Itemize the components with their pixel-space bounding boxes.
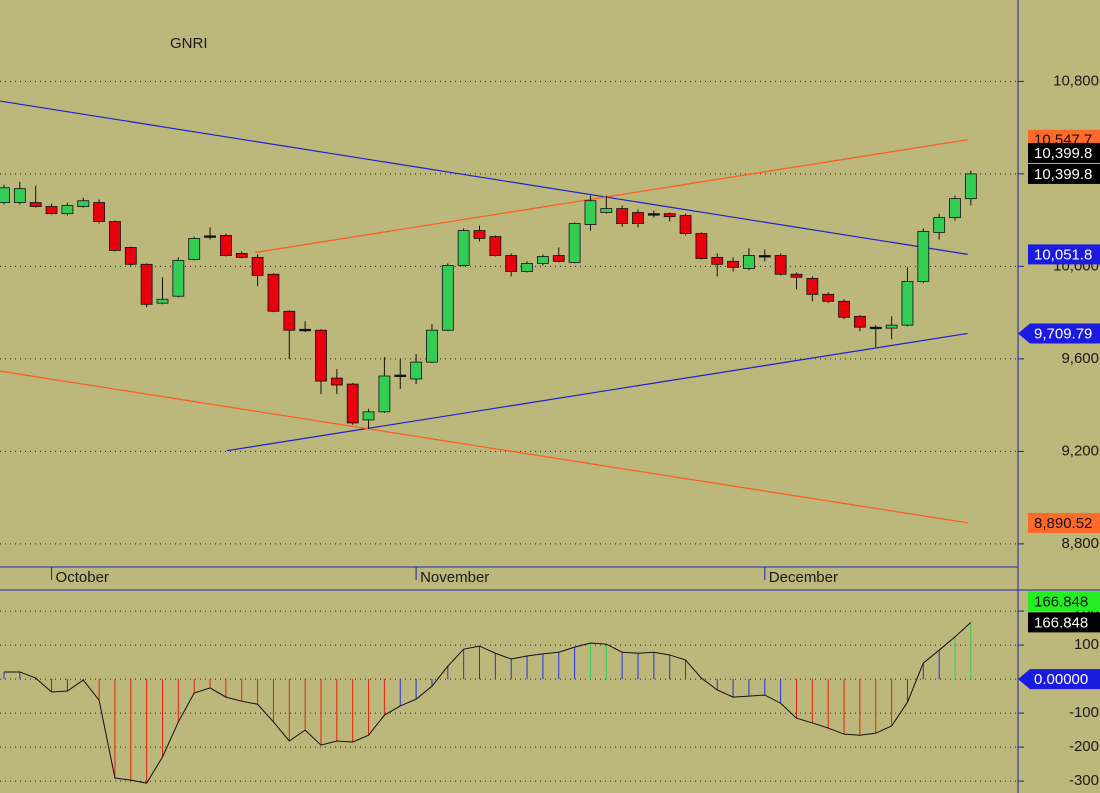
y-tick-label: 9,600 xyxy=(1061,350,1099,367)
y-tick-label: -300 xyxy=(1069,772,1099,789)
candle-body xyxy=(584,200,597,225)
y-tick-label: -100 xyxy=(1069,704,1099,721)
candle-body xyxy=(869,326,882,330)
candle-body xyxy=(299,328,312,332)
candle-body xyxy=(283,310,296,331)
price-marker xyxy=(1028,163,1100,184)
candle-body xyxy=(109,221,121,251)
candle-body xyxy=(933,217,946,233)
candle-body xyxy=(219,235,232,256)
trend-line xyxy=(0,370,968,524)
candle-body xyxy=(330,377,343,386)
price-marker-label: 166.848 xyxy=(1034,614,1088,631)
oscillator-line xyxy=(4,621,972,784)
candle-body xyxy=(77,200,90,207)
candle-body xyxy=(267,273,280,312)
candle-body xyxy=(552,255,565,262)
price-marker xyxy=(1028,612,1100,633)
candle-body xyxy=(505,255,518,272)
y-tick-label: 9,200 xyxy=(1061,442,1099,459)
candle-body xyxy=(410,361,423,380)
trend-line xyxy=(0,100,968,255)
candle-body xyxy=(568,223,581,263)
x-tick-label: December xyxy=(769,569,838,586)
candle-body xyxy=(695,233,708,259)
candle-body xyxy=(362,411,375,421)
trend-line xyxy=(254,139,968,254)
y-tick-label: 10,800 xyxy=(1053,72,1099,89)
candle-body xyxy=(473,230,486,239)
y-tick-label: 8,800 xyxy=(1061,535,1099,552)
candle-body xyxy=(124,247,137,265)
candle-body xyxy=(251,256,264,276)
candle-body xyxy=(616,208,629,225)
x-tick-label: October xyxy=(56,569,109,586)
candle-body xyxy=(758,255,771,258)
candle-body xyxy=(315,329,327,382)
candle-body xyxy=(0,187,10,203)
candle-body xyxy=(29,202,42,207)
candle-body xyxy=(235,253,248,258)
candle-body xyxy=(93,202,105,222)
candle-body xyxy=(394,374,407,377)
candle-body xyxy=(917,231,930,282)
candle-body xyxy=(61,205,74,215)
candle-body xyxy=(457,230,470,266)
candle-body xyxy=(790,273,803,278)
candle-body xyxy=(521,262,533,272)
candle-body xyxy=(489,236,502,256)
price-marker-label: 9,709.79 xyxy=(1034,325,1092,342)
candle-body xyxy=(172,259,185,297)
price-marker xyxy=(1028,591,1100,612)
candle-body xyxy=(949,198,961,218)
y-tick-label: 100 xyxy=(1074,636,1099,653)
x-tick-label: November xyxy=(420,569,489,586)
candle-body xyxy=(600,208,613,213)
candle-body xyxy=(679,215,692,234)
candle-body xyxy=(426,329,438,363)
candle-body xyxy=(441,265,454,331)
candle-body xyxy=(806,278,819,295)
price-marker-label: 10,399.8 xyxy=(1034,145,1092,162)
candle-body xyxy=(822,293,835,302)
candle-body xyxy=(13,188,26,203)
price-marker-label: 8,890.52 xyxy=(1034,515,1092,532)
candle-body xyxy=(885,324,898,329)
candle-body xyxy=(537,256,549,264)
candle-body xyxy=(854,315,866,328)
candle-body xyxy=(727,260,739,268)
candle-body xyxy=(964,173,977,200)
price-marker-label: 10,399.8 xyxy=(1034,166,1092,183)
candle-body xyxy=(647,213,660,216)
trend-line xyxy=(226,332,968,452)
candle-body xyxy=(838,300,850,318)
candle-body xyxy=(743,255,755,269)
chart-title: GNRI xyxy=(170,35,208,52)
candle-body xyxy=(901,281,914,326)
price-marker xyxy=(1028,142,1100,163)
candle-body xyxy=(45,206,58,215)
candle-body xyxy=(632,212,644,225)
price-marker-label: 10,051.8 xyxy=(1034,246,1092,263)
candle-body xyxy=(204,235,216,238)
candle-body xyxy=(378,375,391,413)
candle-body xyxy=(711,256,724,265)
price-marker xyxy=(1028,244,1100,265)
candle-body xyxy=(140,263,153,305)
y-tick-label: -200 xyxy=(1069,738,1099,755)
price-marker xyxy=(1018,323,1100,344)
candle-body xyxy=(774,255,787,275)
candle-body xyxy=(346,383,359,424)
price-marker xyxy=(1018,669,1100,690)
price-marker-label: 0.00000 xyxy=(1034,671,1088,688)
candle-body xyxy=(663,213,676,218)
price-marker xyxy=(1028,512,1100,533)
candle-body xyxy=(188,238,201,260)
candle-body xyxy=(156,298,169,304)
price-marker-label: 166.848 xyxy=(1034,593,1088,610)
